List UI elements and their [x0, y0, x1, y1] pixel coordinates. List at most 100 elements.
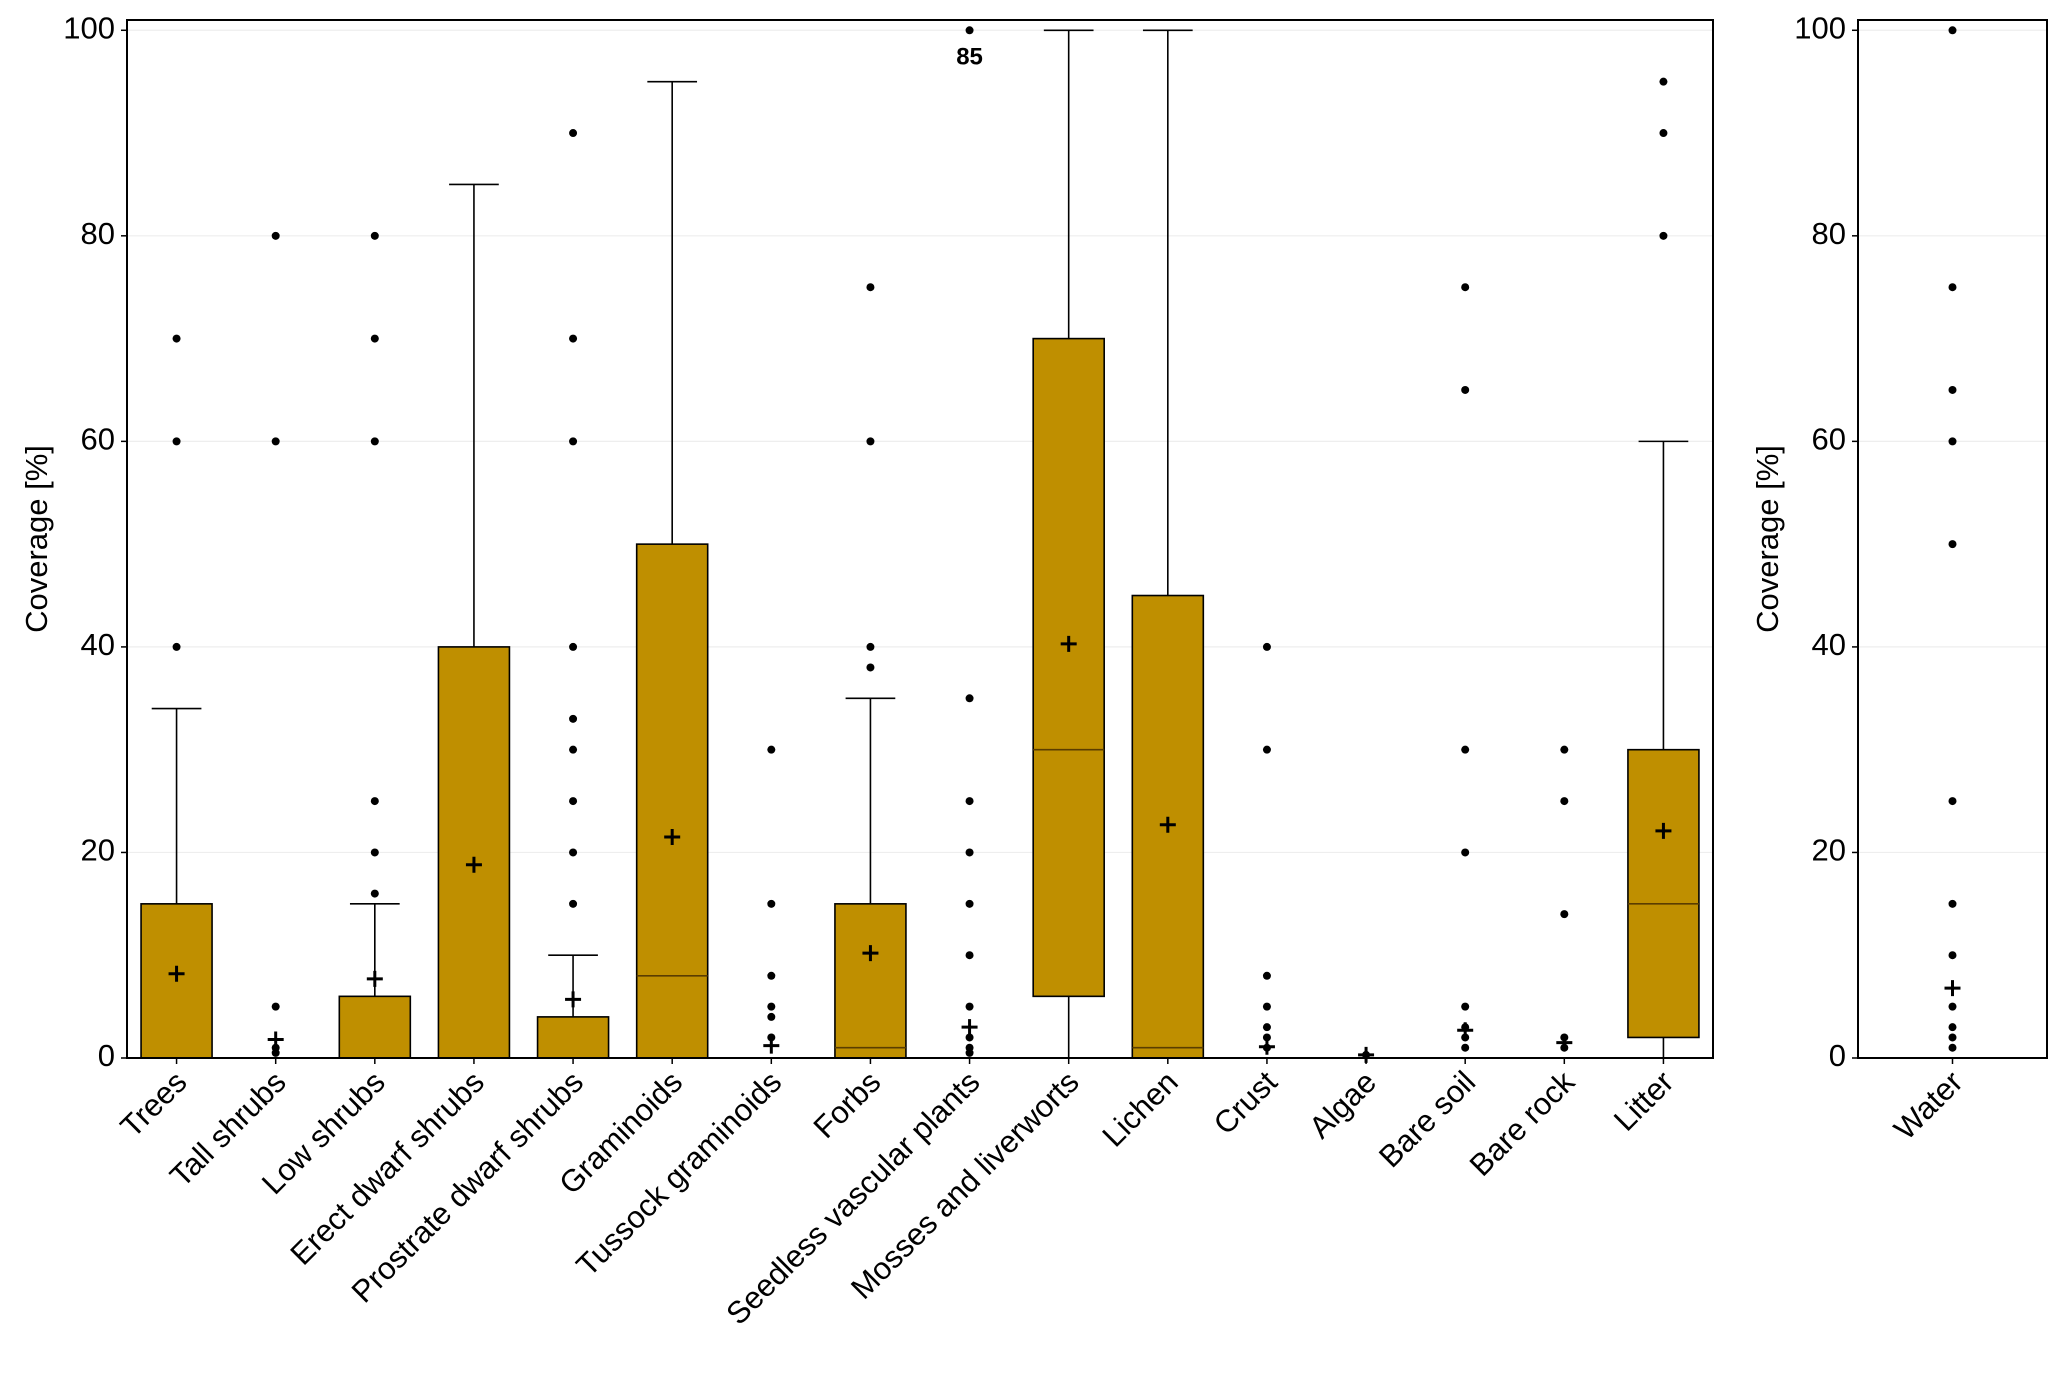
x-tick-label: Forbs: [807, 1064, 888, 1145]
x-tick-label: Trees: [114, 1064, 194, 1144]
x-tick-label: Water: [1887, 1064, 1969, 1146]
mean-marker: [1159, 816, 1176, 833]
plot-frame: [1857, 19, 2048, 1059]
outlier: [569, 745, 578, 754]
outlier: [370, 889, 379, 898]
outlier: [1262, 1033, 1271, 1042]
mean-marker: [1655, 822, 1672, 839]
y-axis-label: Coverage [%]: [19, 445, 54, 633]
outlier: [271, 437, 280, 446]
outlier: [1948, 951, 1957, 960]
mean-marker: [168, 965, 185, 982]
outlier: [271, 231, 280, 240]
box: [1627, 748, 1700, 1039]
outlier: [1659, 231, 1668, 240]
outlier: [569, 334, 578, 343]
mean-marker: [1457, 1022, 1474, 1039]
outlier: [1659, 77, 1668, 86]
y-axis-label: Coverage [%]: [1750, 445, 1785, 633]
y-tick-label: 80: [1812, 216, 1846, 251]
y-tick-label: 0: [1829, 1038, 1846, 1073]
mean-marker: [1060, 635, 1077, 652]
outlier: [172, 334, 181, 343]
mean-marker: [961, 1019, 978, 1036]
outlier: [1948, 1033, 1957, 1042]
x-tick-label: Litter: [1607, 1064, 1680, 1137]
mean-marker: [664, 829, 681, 846]
outlier: [767, 745, 776, 754]
outlier: [370, 437, 379, 446]
y-tick-label: 60: [1812, 422, 1846, 457]
outlier: [1948, 385, 1957, 394]
outlier: [370, 334, 379, 343]
outlier: [866, 437, 875, 446]
y-tick-label: 40: [1812, 627, 1846, 662]
outlier: [1461, 1043, 1470, 1052]
outlier: [271, 1002, 280, 1011]
outlier: [271, 1043, 280, 1052]
outlier: [965, 1002, 974, 1011]
outlier: [569, 848, 578, 857]
mean-marker: [465, 856, 482, 873]
outlier: [569, 714, 578, 723]
outlier: [172, 437, 181, 446]
outlier: [1461, 283, 1470, 292]
annotation: 85: [956, 43, 983, 70]
outlier: [1659, 129, 1668, 138]
outlier: [1948, 1023, 1957, 1032]
outlier: [965, 797, 974, 806]
outlier: [965, 848, 974, 857]
outlier: [1461, 1002, 1470, 1011]
outlier: [370, 231, 379, 240]
mean-marker: [763, 1037, 780, 1054]
outlier: [1461, 385, 1470, 394]
outlier: [1461, 848, 1470, 857]
outlier: [965, 694, 974, 703]
box: [338, 995, 412, 1059]
outlier: [1948, 26, 1957, 35]
outlier: [1262, 971, 1271, 980]
outlier: [370, 848, 379, 857]
outlier: [866, 283, 875, 292]
mean-marker: [1358, 1046, 1375, 1063]
outlier: [767, 1033, 776, 1042]
outlier: [1948, 437, 1957, 446]
outlier: [1262, 1023, 1271, 1032]
outlier: [1262, 642, 1271, 651]
outlier: [1948, 540, 1957, 549]
box: [834, 903, 907, 1059]
outlier: [1948, 283, 1957, 292]
x-tick-label: Lichen: [1095, 1064, 1184, 1153]
x-tick-label: Erect dwarf shrubs: [283, 1064, 490, 1271]
outlier: [569, 899, 578, 908]
mean-marker: [267, 1031, 284, 1048]
mean-marker: [1944, 980, 1961, 997]
outlier: [172, 642, 181, 651]
y-tick-label: 100: [63, 10, 115, 45]
mean-marker: [565, 991, 582, 1008]
outlier: [370, 797, 379, 806]
outlier: [569, 642, 578, 651]
outlier: [767, 899, 776, 908]
outlier: [767, 1012, 776, 1021]
outlier: [1560, 797, 1569, 806]
plot-frame: [126, 19, 1714, 1059]
box: [1032, 337, 1105, 998]
outlier: [767, 971, 776, 980]
outlier: [569, 797, 578, 806]
x-tick-label: Algae: [1302, 1064, 1383, 1145]
outlier: [1948, 797, 1957, 806]
outlier: [1948, 899, 1957, 908]
outlier: [965, 1043, 974, 1052]
box: [536, 1016, 610, 1059]
outlier: [569, 437, 578, 446]
outlier: [1262, 1002, 1271, 1011]
outlier: [965, 899, 974, 908]
outlier: [569, 129, 578, 138]
x-tick-label: Bare rock: [1463, 1064, 1582, 1183]
outlier: [1560, 745, 1569, 754]
outlier: [1461, 745, 1470, 754]
mean-marker: [1556, 1034, 1573, 1051]
mean-marker: [366, 970, 383, 987]
